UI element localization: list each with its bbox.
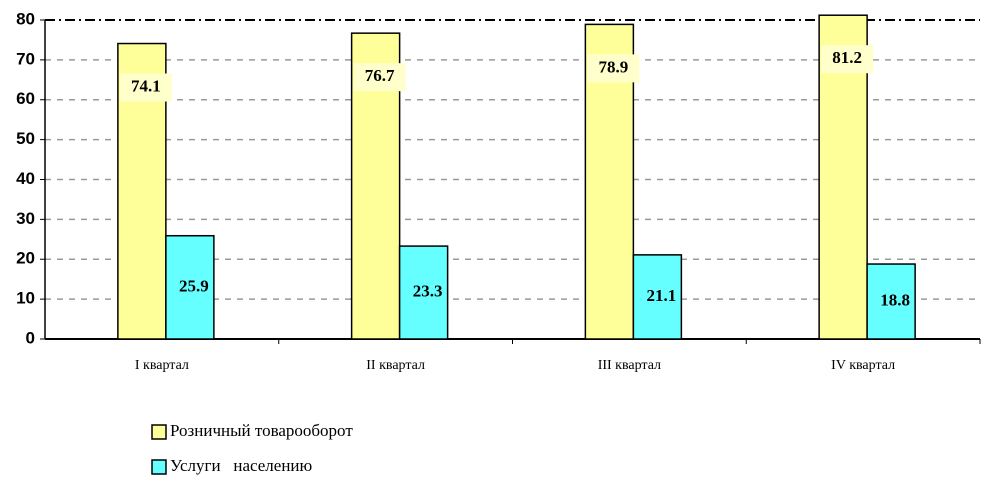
x-tick-label: I квартал <box>135 358 189 373</box>
label-bg <box>821 45 874 74</box>
legend-swatch <box>151 459 167 475</box>
data-label: 76.7 <box>365 66 395 85</box>
data-label: 74.1 <box>131 76 161 95</box>
data-label: 23.3 <box>413 281 443 300</box>
label-bg <box>353 63 406 92</box>
y-tick-label: 60 <box>16 89 35 108</box>
data-label: 21.1 <box>647 286 677 305</box>
x-tick-label: III квартал <box>598 358 661 373</box>
legend-label: Услуги населению <box>170 456 313 475</box>
data-label: 25.9 <box>179 276 209 295</box>
bar <box>398 245 449 340</box>
y-tick-label: 20 <box>16 249 35 268</box>
y-tick-label: 0 <box>26 328 35 347</box>
bar <box>632 254 683 340</box>
x-tick-label: II квартал <box>366 358 425 373</box>
y-tick-label: 30 <box>16 209 35 228</box>
legend-swatch <box>151 424 167 440</box>
data-label: 18.8 <box>880 290 910 309</box>
data-label: 78.9 <box>599 57 629 76</box>
bar <box>165 234 215 340</box>
label-bg <box>587 54 640 83</box>
y-tick-label: 80 <box>16 9 35 28</box>
y-tick-label: 50 <box>16 129 35 148</box>
y-tick-label: 10 <box>16 289 35 308</box>
data-label: 81.2 <box>832 48 862 67</box>
x-tick-label: IV квартал <box>831 358 895 373</box>
label-bg <box>119 73 172 102</box>
bar <box>866 263 916 340</box>
y-tick-label: 70 <box>16 49 35 68</box>
y-tick-label: 40 <box>16 169 35 188</box>
legend-label: Розничный товарооборот <box>170 421 353 440</box>
